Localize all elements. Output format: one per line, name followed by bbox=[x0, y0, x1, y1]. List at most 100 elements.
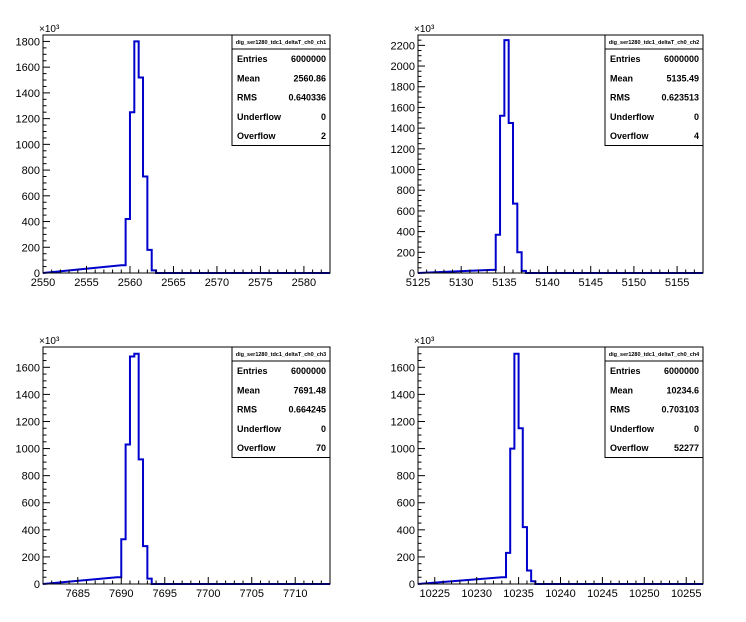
y-tick-label: 800 bbox=[397, 185, 415, 197]
histogram-line bbox=[417, 352, 703, 585]
stats-value: 70 bbox=[316, 443, 326, 453]
y-tick-label: 1400 bbox=[16, 88, 40, 100]
x-tick-label: 10245 bbox=[587, 588, 618, 600]
stats-label: RMS bbox=[610, 93, 630, 103]
stats-label: Underflow bbox=[237, 112, 282, 122]
stats-label: Mean bbox=[237, 385, 260, 395]
stats-label: Overflow bbox=[237, 443, 277, 453]
y-tick-label: 400 bbox=[397, 227, 415, 239]
stats-label: Mean bbox=[610, 73, 633, 83]
x-tick-label: 2575 bbox=[248, 277, 272, 289]
y-tick-label: 1400 bbox=[391, 389, 415, 401]
stats-label: Entries bbox=[610, 366, 641, 376]
stats-label: Entries bbox=[237, 54, 268, 64]
stats-label: Mean bbox=[610, 385, 633, 395]
stats-label: Overflow bbox=[237, 131, 277, 141]
stats-value: 0 bbox=[321, 424, 326, 434]
x-tick-label: 2560 bbox=[118, 277, 142, 289]
stats-label: Underflow bbox=[610, 424, 655, 434]
y-tick-label: 800 bbox=[22, 471, 40, 483]
y-tick-label: 1600 bbox=[391, 362, 415, 374]
y-tick-label: 800 bbox=[397, 471, 415, 483]
x-tick-label: 7690 bbox=[109, 588, 133, 600]
x-tick-label: 7710 bbox=[283, 588, 307, 600]
stats-value: 0.664245 bbox=[288, 405, 326, 415]
y-tick-label: 1000 bbox=[391, 165, 415, 177]
x-tick-label: 5150 bbox=[622, 277, 646, 289]
y-tick-label: 600 bbox=[397, 498, 415, 510]
y-tick-label: 600 bbox=[22, 191, 40, 203]
y-tick-label: 1200 bbox=[391, 416, 415, 428]
histogram-panel-3: 7685 7690 7695 7700 7705 7710 0 200 400 600 800 100… bbox=[16, 336, 331, 600]
stats-label: RMS bbox=[237, 405, 257, 415]
y-tick-label: 200 bbox=[397, 552, 415, 564]
stats-value: 2560.86 bbox=[293, 73, 326, 83]
histogram-line bbox=[42, 40, 330, 274]
x-tick-label: 10235 bbox=[503, 588, 534, 600]
stats-label: Overflow bbox=[610, 443, 650, 453]
stats-value: 10234.6 bbox=[666, 385, 699, 395]
y-tick-label: 400 bbox=[22, 525, 40, 537]
y-tick-label: 1000 bbox=[16, 139, 40, 151]
stats-box bbox=[231, 34, 331, 146]
histogram-panel-1: 2550 2555 2560 2565 2570 2575 2580 0 200 400 600 80… bbox=[16, 24, 331, 289]
y-tick-label: 0 bbox=[409, 579, 415, 591]
stats-box bbox=[231, 346, 331, 458]
y-tick-label: 1600 bbox=[16, 62, 40, 74]
x-tick-label: 7695 bbox=[153, 588, 177, 600]
stats-box bbox=[604, 34, 704, 146]
y-tick-label: 1200 bbox=[16, 114, 40, 126]
stats-value: 2 bbox=[321, 131, 326, 141]
stats-label: Entries bbox=[237, 366, 268, 376]
x-tick-label: 10225 bbox=[419, 588, 450, 600]
stats-value: 0 bbox=[694, 112, 699, 122]
y-tick-label: 400 bbox=[22, 217, 40, 229]
stats-label: RMS bbox=[237, 93, 257, 103]
stats-value: 4 bbox=[694, 131, 699, 141]
stats-value: 5135.49 bbox=[666, 73, 699, 83]
y-multiplier-label: ×10³ bbox=[39, 336, 60, 347]
x-tick-label: 5145 bbox=[578, 277, 602, 289]
x-tick-label: 5135 bbox=[492, 277, 516, 289]
y-tick-label: 1800 bbox=[16, 36, 40, 48]
histogram-panel-2: 5125 5130 5135 5140 5145 5150 5155 0 200 400 600 80… bbox=[391, 24, 704, 289]
y-tick-label: 800 bbox=[22, 165, 40, 177]
x-tick-label: 2580 bbox=[292, 277, 316, 289]
x-tick-label: 2550 bbox=[31, 277, 55, 289]
y-tick-label: 1200 bbox=[391, 144, 415, 156]
stats-title: dig_ser1280_tdc1_deltaT_ch0_ch1 bbox=[236, 40, 327, 46]
y-tick-label: 600 bbox=[22, 498, 40, 510]
plot-frame bbox=[42, 346, 331, 585]
y-tick-label: 200 bbox=[22, 242, 40, 254]
y-multiplier-label: ×10³ bbox=[414, 336, 435, 347]
stats-value: 52277 bbox=[674, 443, 699, 453]
stats-value: 0 bbox=[694, 424, 699, 434]
x-tick-label: 5125 bbox=[406, 277, 430, 289]
stats-title: dig_ser1280_tdc1_deltaT_ch0_ch2 bbox=[609, 40, 700, 46]
x-tick-label: 7685 bbox=[66, 588, 90, 600]
stats-label: Mean bbox=[237, 73, 260, 83]
stats-value: 0 bbox=[321, 112, 326, 122]
stats-title: dig_ser1280_tdc1_deltaT_ch0_ch4 bbox=[609, 352, 700, 358]
y-tick-label: 2000 bbox=[391, 61, 415, 73]
stats-value: 6000000 bbox=[291, 54, 326, 64]
stats-value: 0.703103 bbox=[661, 405, 699, 415]
plot-frame bbox=[42, 34, 331, 274]
stats-label: RMS bbox=[610, 405, 630, 415]
stats-label: Underflow bbox=[610, 112, 655, 122]
y-tick-label: 1800 bbox=[391, 82, 415, 94]
stats-value: 6000000 bbox=[664, 366, 699, 376]
y-tick-label: 0 bbox=[34, 579, 40, 591]
x-tick-label: 5155 bbox=[665, 277, 689, 289]
y-tick-label: 1400 bbox=[16, 389, 40, 401]
x-tick-label: 10250 bbox=[629, 588, 660, 600]
stats-title: dig_ser1280_tdc1_deltaT_ch0_ch3 bbox=[236, 352, 327, 358]
x-tick-label: 10230 bbox=[461, 588, 492, 600]
x-tick-label: 7700 bbox=[196, 588, 220, 600]
stats-value: 7691.48 bbox=[293, 385, 326, 395]
y-tick-label: 0 bbox=[409, 268, 415, 280]
histogram-line bbox=[42, 352, 330, 585]
x-tick-label: 10255 bbox=[671, 588, 702, 600]
x-tick-label: 2555 bbox=[74, 277, 98, 289]
